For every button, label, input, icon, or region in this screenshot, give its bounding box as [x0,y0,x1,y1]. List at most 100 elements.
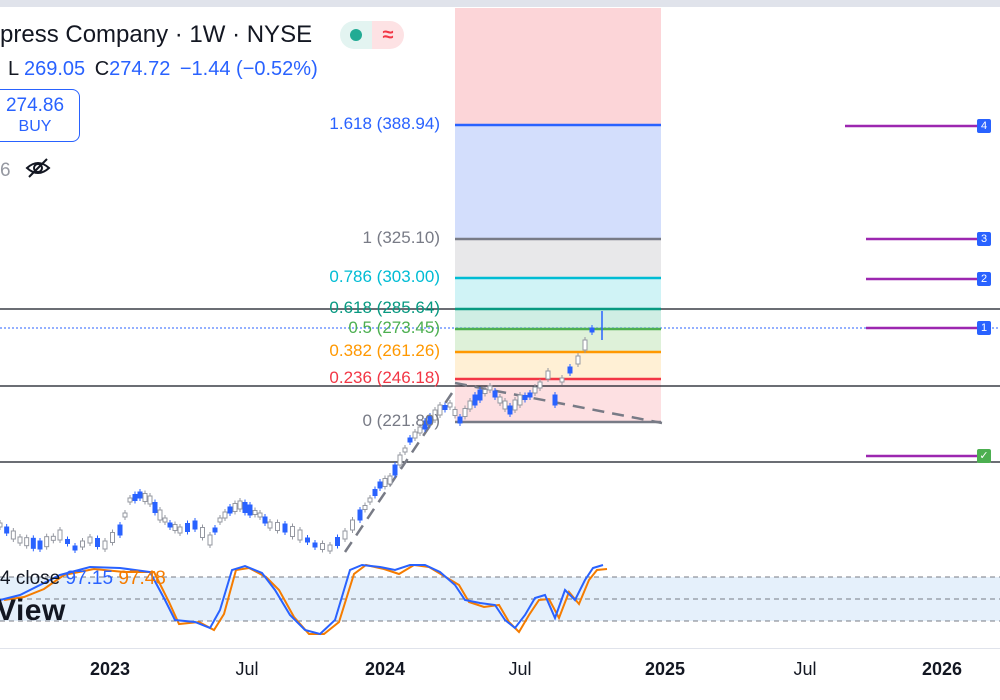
fib-zone-1 [455,239,661,278]
candle-body [65,539,70,544]
candle-body [227,506,233,514]
trendline-lower[interactable] [454,381,663,425]
osc-legend-prefix: 4 close [0,568,61,589]
buy-button[interactable]: 274.86 BUY [0,89,80,142]
candle-body [432,409,438,421]
top-toolbar-edge [0,0,1000,7]
buy-label: BUY [18,118,52,135]
candle-body [447,402,453,408]
fib-label-1: 1 (325.10) [362,228,441,247]
candle-body [335,537,340,546]
candle-body [545,370,551,380]
candle-body [589,327,595,333]
candle-body [30,537,36,549]
fib-label-2: 0.786 (303.00) [329,267,440,286]
ohlc-close-label: C [94,58,110,80]
market-open-dot-icon [350,29,362,41]
candle-body [167,522,173,528]
candle-body [305,537,310,543]
candle-body [532,386,538,394]
candle-body [467,400,473,410]
candle-body [487,385,493,391]
time-axis-label-3: Jul [508,659,532,679]
candle-body [110,532,115,543]
candle-body [457,416,463,424]
candle-body [275,522,280,531]
candle-body [257,512,263,518]
candle-body [252,510,258,515]
candle-body [4,526,10,534]
candle-body [382,478,388,487]
candles [0,311,603,554]
fib-label-5: 0.382 (261.26) [329,341,440,360]
fib-label-0: 1.618 (388.94) [329,114,440,133]
candle-body [207,534,213,546]
time-axis-label-1: Jul [235,659,259,679]
candle-body [582,339,588,351]
candle-body [312,542,318,548]
candle-body [122,512,128,518]
candle-body [567,366,573,374]
candle-body [387,475,393,485]
candle-body [362,505,368,510]
candle-body [575,355,581,365]
candle-body [327,544,333,552]
osc-d-value: 97.48 [118,568,166,589]
candle-body [522,395,528,400]
data-delay-badge[interactable]: ≈ [372,21,404,49]
time-axis-label-0: 2023 [89,659,131,679]
osc-k-line [0,563,604,636]
alert-badge-4[interactable]: ✓ [977,449,991,463]
candle-body [497,396,503,404]
alert-lines[interactable] [845,124,978,458]
candle-body [0,522,3,528]
status-badges[interactable]: ≈ [340,21,404,49]
candle-body [502,400,508,410]
candle-body [507,405,513,415]
fib-zone-1618 [455,125,661,239]
candle-body [237,500,243,510]
candle-body [517,394,523,406]
fib-lines[interactable] [455,123,661,424]
ohlc-close-value: 274.72 [109,58,171,80]
candle-body [422,420,428,430]
candle-body [412,431,418,439]
candle-body [482,389,488,394]
fib-zones [455,8,661,422]
time-axis[interactable]: 2023 Jul 2024 Jul 2025 Jul 2026 [0,648,1000,689]
candle-body [559,377,565,383]
candle-body [462,408,468,417]
candle-body [57,529,63,541]
fib-zone-0382 [455,352,661,379]
candle-body [72,545,78,551]
candle-body [492,390,498,398]
alert-badge-0[interactable]: 4 [977,119,991,133]
alert-badge-1[interactable]: 3 [977,232,991,246]
candle-body [212,527,218,533]
eye-hidden-icon[interactable] [25,157,51,185]
candle-body [222,511,228,519]
candle-body [392,464,398,476]
candle-body [185,523,190,532]
candle-body [177,526,183,534]
symbol-title[interactable]: press Company · 1W · NYSE [0,21,313,48]
candle-body [162,517,168,523]
candle-body [127,497,133,503]
alert-badge-3[interactable]: 1 [977,321,991,335]
buy-price: 274.86 [5,95,65,116]
osc-d-line [3,563,608,635]
alert-badge-2[interactable]: 2 [977,272,991,286]
candle-body [142,493,148,502]
time-axis-label-4: 2025 [644,659,686,679]
candle-body [297,529,303,541]
trendline-upper[interactable] [343,392,454,553]
candle-body [282,523,288,533]
ohlc-readout: L 269.05 C274.72 −1.44 (−0.52%) [8,58,318,81]
fib-label-4: 0.5 (273.45) [348,318,440,337]
candle-body [217,517,223,523]
oscillator-legend[interactable]: 4 close 97.15 97.48 [0,568,166,590]
candle-body [172,524,178,531]
candle-body [512,399,518,411]
market-open-badge[interactable] [340,21,372,49]
